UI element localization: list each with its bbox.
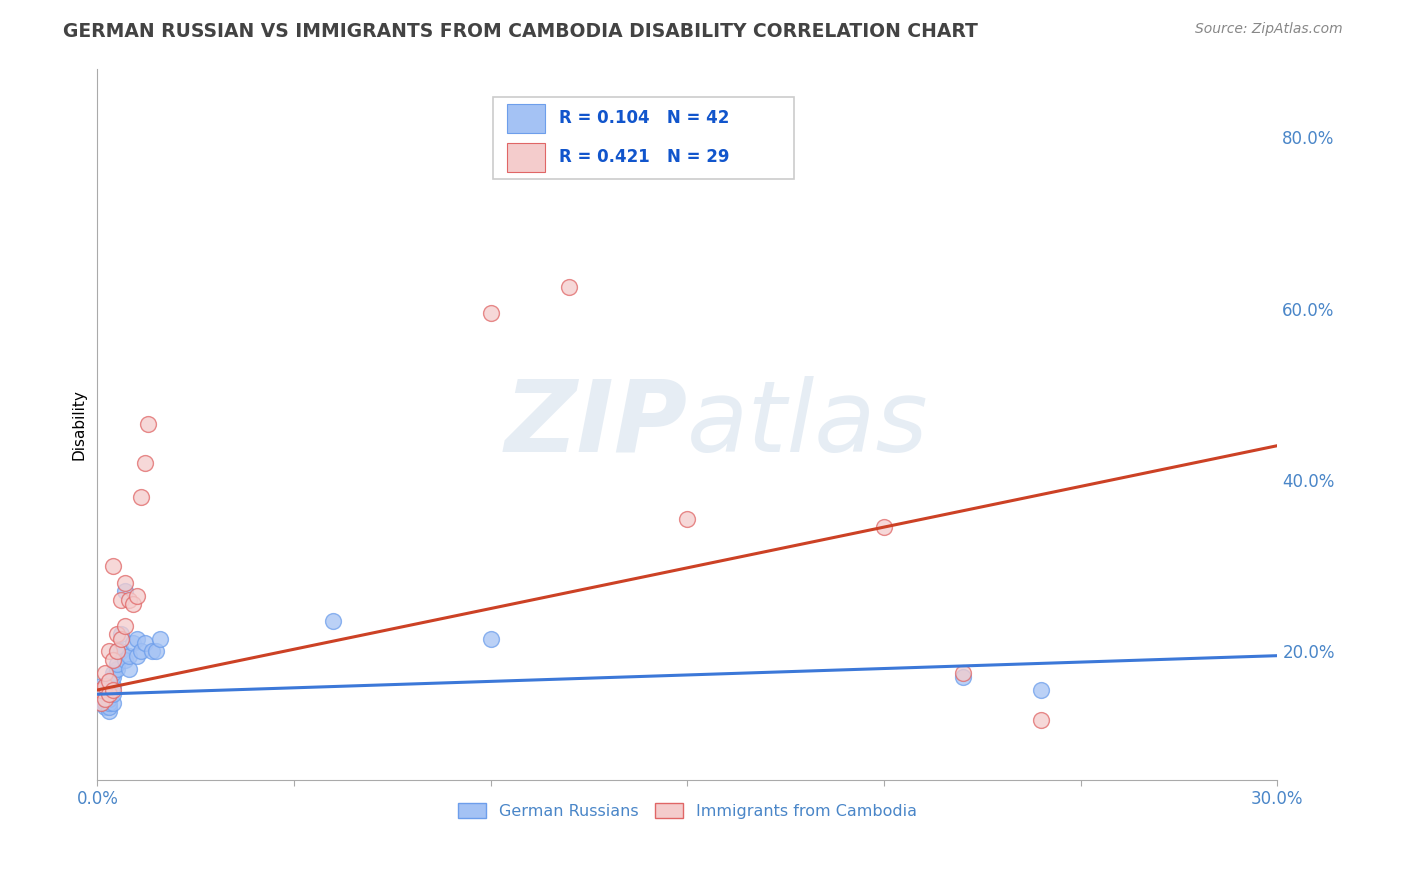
Text: Source: ZipAtlas.com: Source: ZipAtlas.com — [1195, 22, 1343, 37]
Point — [873, 520, 896, 534]
Point — [101, 682, 124, 697]
Point — [101, 679, 124, 693]
Point — [676, 511, 699, 525]
Point — [110, 644, 132, 658]
Point — [125, 589, 148, 603]
Point — [94, 665, 117, 680]
Point — [138, 417, 160, 432]
Point — [1031, 682, 1053, 697]
Text: ZIP: ZIP — [505, 376, 688, 473]
Point — [121, 597, 143, 611]
Point — [94, 691, 117, 706]
Point — [101, 653, 124, 667]
Point — [479, 632, 502, 646]
Point — [90, 691, 112, 706]
Point — [110, 627, 132, 641]
Point — [129, 490, 152, 504]
Point — [90, 679, 112, 693]
Point — [94, 679, 117, 693]
Point — [94, 696, 117, 710]
Point — [90, 696, 112, 710]
Point — [105, 644, 128, 658]
Point — [101, 696, 124, 710]
Text: R = 0.104   N = 42: R = 0.104 N = 42 — [558, 110, 730, 128]
Point — [98, 687, 121, 701]
Point — [105, 661, 128, 675]
Text: atlas: atlas — [688, 376, 929, 473]
Point — [98, 682, 121, 697]
Point — [114, 584, 136, 599]
Point — [149, 632, 172, 646]
Point — [98, 705, 121, 719]
Point — [94, 682, 117, 697]
Point — [105, 627, 128, 641]
Point — [98, 700, 121, 714]
FancyBboxPatch shape — [492, 97, 793, 178]
Point — [114, 575, 136, 590]
Point — [952, 670, 974, 684]
Point — [121, 636, 143, 650]
Point — [125, 632, 148, 646]
Point — [98, 696, 121, 710]
Bar — [506, 144, 544, 171]
Point — [101, 687, 124, 701]
Point — [134, 456, 156, 470]
Point — [479, 306, 502, 320]
Point — [1031, 713, 1053, 727]
Point — [105, 657, 128, 672]
Point — [101, 558, 124, 573]
Point — [145, 644, 167, 658]
Point — [98, 674, 121, 689]
Point — [94, 687, 117, 701]
Point — [141, 644, 163, 658]
Text: GERMAN RUSSIAN VS IMMIGRANTS FROM CAMBODIA DISABILITY CORRELATION CHART: GERMAN RUSSIAN VS IMMIGRANTS FROM CAMBOD… — [63, 22, 979, 41]
Point — [322, 615, 344, 629]
Point — [90, 682, 112, 697]
Point — [134, 636, 156, 650]
Point — [118, 661, 141, 675]
Point — [110, 593, 132, 607]
Bar — [506, 104, 544, 133]
Point — [125, 648, 148, 663]
Point — [952, 665, 974, 680]
Point — [558, 280, 581, 294]
Point — [94, 679, 117, 693]
Point — [118, 648, 141, 663]
Point — [114, 653, 136, 667]
Point — [101, 665, 124, 680]
Text: R = 0.421   N = 29: R = 0.421 N = 29 — [558, 148, 730, 167]
Point — [98, 644, 121, 658]
Point — [101, 670, 124, 684]
Point — [98, 691, 121, 706]
Point — [105, 644, 128, 658]
Point — [118, 593, 141, 607]
Point — [98, 679, 121, 693]
Point — [90, 682, 112, 697]
Legend: German Russians, Immigrants from Cambodia: German Russians, Immigrants from Cambodi… — [451, 797, 924, 825]
Point — [90, 696, 112, 710]
Point — [114, 618, 136, 632]
Point — [129, 644, 152, 658]
Point — [110, 632, 132, 646]
Point — [94, 691, 117, 706]
Point — [94, 700, 117, 714]
Y-axis label: Disability: Disability — [72, 389, 86, 459]
